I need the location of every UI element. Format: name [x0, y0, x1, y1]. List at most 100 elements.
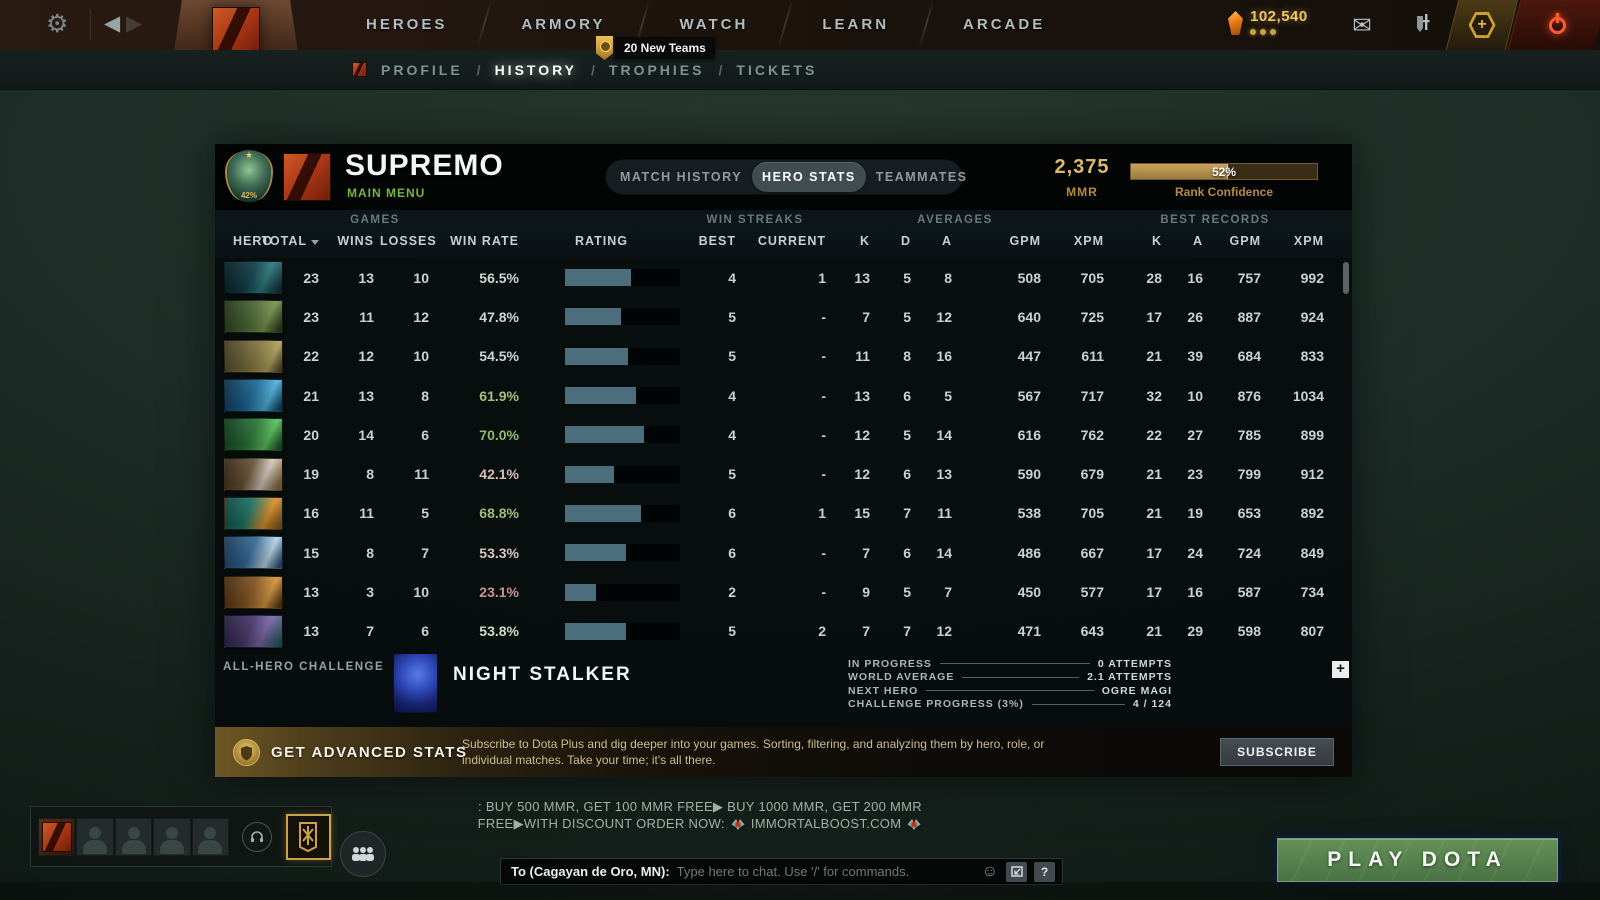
col-best-xpm[interactable]: XPM — [1293, 234, 1324, 248]
rank-confidence: 52% Rank Confidence — [1130, 163, 1318, 199]
table-row[interactable]: 13 3 10 23.1% 2 - 9 5 7 450 577 17 16 58… — [223, 572, 1338, 611]
cell-deaths: 5 — [903, 584, 911, 601]
table-row[interactable]: 19 8 11 42.1% 5 - 12 6 13 590 679 21 23 … — [223, 454, 1338, 493]
play-dota-button[interactable]: PLAY DOTA — [1274, 835, 1561, 885]
col-hero[interactable]: HERO — [233, 234, 274, 248]
voice-chat-button[interactable] — [242, 821, 272, 852]
cell-current-streak: 1 — [818, 269, 826, 286]
col-kills[interactable]: K — [859, 234, 870, 248]
nav-armory[interactable]: ARMORY — [521, 16, 606, 33]
chat-input[interactable]: Type here to chat. Use '/' for commands. — [676, 864, 910, 879]
col-win-rate[interactable]: WIN RATE — [450, 234, 519, 248]
party-slot-self[interactable] — [38, 817, 76, 856]
table-row[interactable]: 15 8 7 53.3% 6 - 7 6 14 486 667 17 24 72… — [223, 533, 1338, 572]
new-teams-badge[interactable]: 20 New Teams — [596, 36, 715, 60]
table-row[interactable]: 16 11 5 68.8% 6 1 15 7 11 538 705 21 19 … — [223, 494, 1338, 533]
cell-best-xpm: 912 — [1300, 466, 1324, 483]
col-best-kills[interactable]: K — [1151, 234, 1162, 248]
guild-button[interactable] — [285, 813, 331, 860]
find-party-button[interactable] — [340, 831, 386, 877]
col-assists[interactable]: A — [941, 234, 952, 248]
col-deaths[interactable]: D — [900, 234, 911, 248]
subscribe-button[interactable]: SUBSCRIBE — [1220, 738, 1334, 766]
subnav-history[interactable]: HISTORY — [494, 61, 578, 78]
challenge-hero-portrait[interactable] — [393, 653, 438, 713]
challenge-add-button[interactable]: + — [1332, 661, 1349, 678]
table-row[interactable]: 21 13 8 61.9% 4 - 13 6 5 567 717 32 10 8… — [223, 376, 1338, 415]
tab-hero-stats[interactable]: HERO STATS — [752, 162, 866, 192]
cell-win-rate: 47.8% — [479, 308, 519, 325]
shard-balance[interactable]: 102,540 — [1228, 8, 1308, 35]
table-row[interactable]: 23 13 10 56.5% 4 1 13 5 8 508 705 28 16 … — [223, 258, 1338, 297]
subnav-trophies[interactable]: TROPHIES — [608, 61, 705, 78]
col-best-assists[interactable]: A — [1192, 234, 1203, 248]
party-slot-empty[interactable] — [114, 817, 153, 856]
party-slot-empty[interactable] — [191, 817, 230, 856]
table-row[interactable]: 13 7 6 53.8% 5 2 7 7 12 471 643 21 29 59… — [223, 612, 1338, 651]
subnav-tickets[interactable]: TICKETS — [736, 61, 818, 78]
dota-plus-button[interactable]: + — [1452, 0, 1512, 50]
cell-best-streak: 6 — [728, 544, 736, 561]
mail-button[interactable]: ✉ — [1334, 0, 1390, 50]
nav-arcade[interactable]: ARCADE — [963, 16, 1046, 33]
cell-best-kills: 22 — [1146, 426, 1162, 443]
back-arrow-icon[interactable]: ◀ — [104, 12, 121, 35]
chat-popout-button[interactable] — [1006, 861, 1027, 882]
cell-total: 20 — [303, 426, 319, 443]
col-wins[interactable]: WINS — [337, 234, 374, 248]
nav-heroes[interactable]: HEROES — [366, 16, 448, 33]
party-slot-empty[interactable] — [76, 817, 114, 856]
party-slot-empty[interactable] — [153, 817, 191, 856]
cell-win-rate: 68.8% — [479, 505, 519, 522]
rating-bar-fill — [565, 465, 615, 483]
table-row[interactable]: 20 14 6 70.0% 4 - 12 5 14 616 762 22 27 … — [223, 415, 1338, 454]
cell-gpm: 471 — [1017, 623, 1041, 640]
col-losses[interactable]: LOSSES — [380, 234, 437, 248]
shield-swords-icon — [1417, 14, 1430, 32]
table-row[interactable]: 22 12 10 54.5% 5 - 11 8 16 447 611 21 39… — [223, 337, 1338, 376]
nav-learn[interactable]: LEARN — [822, 16, 890, 33]
col-xpm[interactable]: XPM — [1073, 234, 1104, 248]
armory-button[interactable] — [1394, 0, 1450, 50]
cell-best-assists: 16 — [1187, 269, 1203, 286]
cell-kills: 12 — [854, 426, 870, 443]
rating-bar-fill — [565, 387, 637, 405]
medal-star-icon: ★ — [244, 150, 254, 160]
nav-watch[interactable]: WATCH — [679, 16, 749, 33]
player-avatar[interactable] — [283, 153, 331, 201]
col-gpm[interactable]: GPM — [1009, 234, 1041, 248]
col-best-gpm[interactable]: GPM — [1229, 234, 1261, 248]
emoticon-icon[interactable]: ☺ — [981, 862, 998, 880]
cell-best-assists: 27 — [1187, 426, 1203, 443]
hero-portrait — [224, 496, 283, 530]
table-row[interactable]: 23 11 12 47.8% 5 - 7 5 12 640 725 17 26 … — [223, 297, 1338, 336]
cell-win-rate: 70.0% — [479, 426, 519, 443]
cell-current-streak: - — [821, 544, 826, 561]
cell-wins: 8 — [366, 544, 374, 561]
cell-best-assists: 23 — [1187, 466, 1203, 483]
col-best[interactable]: BEST — [698, 234, 736, 248]
person-silhouette-icon — [121, 826, 146, 854]
col-total[interactable]: TOTAL — [261, 234, 325, 248]
table-scrollbar[interactable] — [1343, 262, 1349, 294]
cell-total: 23 — [303, 269, 319, 286]
forward-arrow-icon[interactable]: ▶ — [126, 12, 143, 35]
settings-gear-icon[interactable]: ⚙ — [46, 10, 69, 38]
rating-bar-fill — [565, 426, 645, 444]
cell-deaths: 8 — [903, 348, 911, 365]
power-button[interactable] — [1514, 0, 1600, 50]
col-current[interactable]: CURRENT — [757, 234, 826, 248]
cell-best-gpm: 757 — [1237, 269, 1261, 286]
sort-chevron-icon — [311, 239, 319, 245]
col-rating[interactable]: RATING — [575, 234, 628, 248]
subnav-profile[interactable]: PROFILE — [381, 61, 463, 78]
cell-best-kills: 17 — [1146, 308, 1162, 325]
cell-best-kills: 21 — [1146, 623, 1162, 640]
chat-help-button[interactable]: ? — [1034, 861, 1055, 882]
tab-teammates[interactable]: TEAMMATES — [875, 170, 968, 184]
tab-match-history[interactable]: MATCH HISTORY — [620, 170, 743, 184]
cell-losses: 7 — [421, 544, 429, 561]
shard-amount: 102,540 — [1250, 8, 1308, 25]
cell-xpm: 725 — [1080, 308, 1104, 325]
cell-wins: 8 — [366, 466, 374, 483]
